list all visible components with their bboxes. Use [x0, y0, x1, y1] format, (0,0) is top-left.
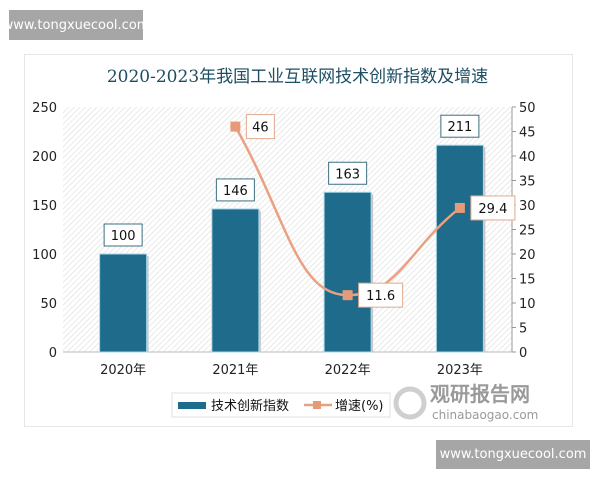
right-tick-label: 35 [519, 175, 536, 190]
right-tick-label: 0 [519, 346, 527, 361]
bar-label-box [440, 114, 480, 138]
growth-label-box [245, 114, 275, 140]
left-tick-label: 0 [49, 346, 57, 361]
growth-marker [230, 121, 241, 132]
left-tick-label: 200 [32, 150, 57, 165]
growth-marker [454, 202, 465, 213]
right-tick-label: 50 [519, 101, 536, 116]
x-tick-label: 2022年 [325, 363, 371, 378]
legend [171, 392, 391, 418]
logo-text: 观研报告网 [430, 382, 530, 406]
bar-label-box [103, 223, 143, 247]
bar-data-label: 163 [335, 167, 360, 182]
growth-marker [342, 290, 353, 301]
growth-label-box [470, 195, 516, 221]
right-tick-label: 5 [519, 322, 527, 337]
bar [323, 191, 372, 353]
bar-label-box [215, 178, 255, 202]
bar-data-label: 211 [447, 120, 472, 135]
bar-data-label: 146 [223, 184, 248, 199]
right-tick-label: 45 [519, 126, 536, 141]
bar-data-label: 100 [111, 229, 136, 244]
legend-line-label: 增速(%) [335, 399, 384, 414]
growth-label-box [358, 282, 404, 308]
growth-data-label: 29.4 [478, 202, 507, 217]
right-tick-label: 10 [519, 297, 536, 312]
chart-title: 2020-2023年我国工业互联网技术创新指数及增速 [106, 67, 489, 87]
left-tick-label: 250 [32, 101, 57, 116]
right-tick-label: 40 [519, 150, 536, 165]
x-tick-label: 2021年 [212, 363, 258, 378]
bar [99, 253, 148, 353]
left-tick-label: 50 [40, 297, 57, 312]
bar [435, 144, 484, 353]
bar-label-box [328, 161, 368, 185]
growth-data-label: 46 [252, 121, 269, 136]
watermark-top: www.tongxuecool.com [3, 10, 149, 40]
watermark-bottom: www.tongxuecool.com [436, 440, 590, 469]
right-tick-label: 25 [519, 224, 536, 239]
bar [211, 208, 260, 353]
right-tick-label: 30 [519, 199, 536, 214]
logo-icon [393, 386, 427, 420]
x-tick-label: 2023年 [437, 363, 483, 378]
legend-line-marker [313, 401, 321, 409]
legend-bar-swatch [178, 402, 206, 409]
x-tick-label: 2020年 [100, 363, 146, 378]
left-tick-label: 150 [32, 199, 57, 214]
logo-url: chinabaogao.com [432, 408, 538, 422]
legend-bar-label: 技术创新指数 [211, 398, 289, 414]
right-tick-label: 15 [519, 273, 536, 288]
left-tick-label: 100 [32, 248, 57, 263]
right-tick-label: 20 [519, 248, 536, 263]
growth-data-label: 11.6 [366, 289, 395, 304]
